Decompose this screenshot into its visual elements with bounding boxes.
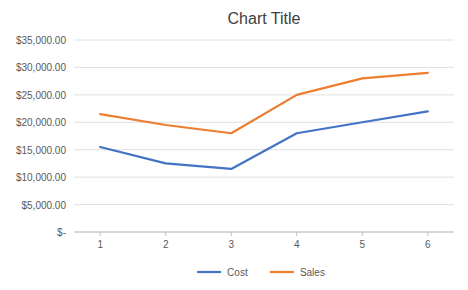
y-tick-label: $20,000.00 bbox=[16, 117, 66, 128]
x-tick bbox=[427, 232, 428, 236]
grid-line bbox=[74, 204, 454, 205]
x-tick bbox=[165, 232, 166, 236]
y-tick-label: $35,000.00 bbox=[16, 35, 66, 46]
chart: Chart Title $- $5,000.00 $10,000.00 $15,000.… bbox=[0, 0, 468, 290]
grid-line bbox=[74, 177, 454, 178]
grid-line bbox=[74, 232, 454, 233]
legend-label: Cost bbox=[227, 267, 248, 278]
grid-line bbox=[74, 40, 454, 41]
y-tick-label: $15,000.00 bbox=[16, 145, 66, 156]
line-series bbox=[100, 111, 428, 169]
x-tick bbox=[362, 232, 363, 236]
y-tick-label: $25,000.00 bbox=[16, 90, 66, 101]
x-tick-label: 4 bbox=[294, 239, 300, 250]
plot-area bbox=[100, 73, 428, 169]
x-tick-label: 5 bbox=[359, 239, 365, 250]
x-tick-label: 2 bbox=[163, 239, 169, 250]
x-axis-line bbox=[74, 232, 454, 233]
background bbox=[0, 0, 468, 290]
axes: $- $5,000.00 $10,000.00 $15,000.00 $20,000.0… bbox=[16, 35, 454, 250]
legend-label: Sales bbox=[300, 267, 325, 278]
x-tick-label: 1 bbox=[97, 239, 103, 250]
legend: Cost Sales bbox=[197, 267, 325, 278]
x-tick-label: 6 bbox=[425, 239, 431, 250]
x-tick bbox=[100, 232, 101, 236]
grid-line bbox=[74, 122, 454, 123]
title: Chart Title bbox=[228, 10, 301, 27]
y-tick-label: $10,000.00 bbox=[16, 172, 66, 183]
grid-line bbox=[74, 94, 454, 95]
y-tick-label: $- bbox=[57, 227, 66, 238]
grid-line bbox=[74, 67, 454, 68]
x-tick bbox=[231, 232, 232, 236]
y-tick-label: $5,000.00 bbox=[22, 200, 67, 211]
x-tick bbox=[296, 232, 297, 236]
legend-swatch bbox=[270, 271, 294, 273]
y-tick-label: $30,000.00 bbox=[16, 62, 66, 73]
line-series bbox=[100, 73, 428, 133]
x-tick-label: 3 bbox=[228, 239, 234, 250]
legend-swatch bbox=[197, 271, 221, 273]
